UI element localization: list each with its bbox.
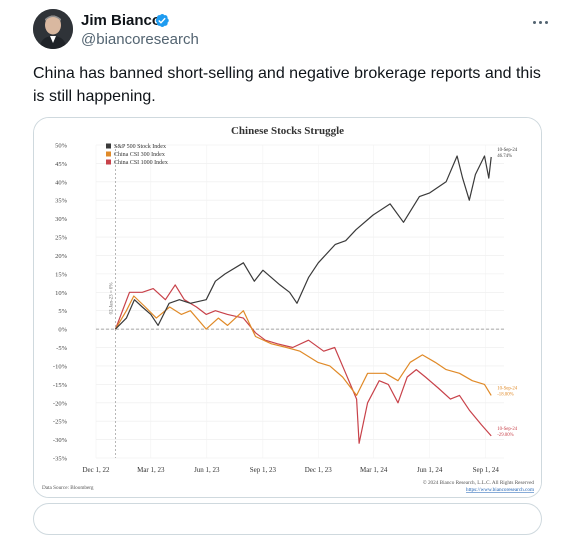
y-tick-label: -15% xyxy=(53,382,68,389)
legend-label: S&P 500 Stock Index xyxy=(114,144,166,150)
avatar[interactable] xyxy=(33,9,73,49)
y-tick-label: 35% xyxy=(55,198,68,205)
end-label-date: 10-Sep-24 xyxy=(497,427,518,432)
legend-label: China CSI 300 Index xyxy=(114,152,165,158)
x-tick-label: Sep 1, 23 xyxy=(250,466,277,474)
x-tick-label: Dec 1, 22 xyxy=(82,466,110,474)
end-label-value: -29.00% xyxy=(497,433,513,438)
data-source-note: Data Source: Bloomberg xyxy=(42,485,94,491)
avatar-image xyxy=(33,9,73,49)
author-handle[interactable]: @biancoresearch xyxy=(81,31,199,48)
y-tick-label: 5% xyxy=(58,308,67,315)
x-tick-label: Sep 1, 24 xyxy=(473,466,500,474)
legend-swatch xyxy=(106,159,111,165)
y-tick-label: 0% xyxy=(58,327,67,334)
chart-series xyxy=(114,155,492,444)
y-axis-labels: 50% 45% 40% 35% 30% 25% 20% 15% 10% 5% 0% -5% -10% -1… xyxy=(53,143,68,463)
baseline-label: 02-Jan-23 = 0% xyxy=(109,282,114,314)
tweet-media-chart[interactable]: Chinese Stocks Struggle 50% 45% 40% 35% 30% 2… xyxy=(33,117,542,498)
more-options-button[interactable] xyxy=(528,12,552,32)
y-tick-label: -5% xyxy=(56,345,67,352)
y-tick-label: -20% xyxy=(53,400,68,407)
chart-background xyxy=(34,118,541,497)
series-line-s-p-500-stock-index xyxy=(115,155,492,330)
more-dot-icon xyxy=(532,20,536,24)
verified-badge-icon xyxy=(155,14,169,27)
y-tick-label: 25% xyxy=(55,235,68,242)
y-tick-label: -35% xyxy=(53,456,68,463)
end-label-date: 10-Sep-24 xyxy=(497,386,518,391)
legend-swatch xyxy=(106,143,111,149)
next-media-card[interactable] xyxy=(33,503,542,535)
more-dot-icon xyxy=(544,20,548,24)
end-label-value: 46.74% xyxy=(497,154,512,159)
copyright-note: © 2024 Bianco Research, L.L.C. All Right… xyxy=(423,479,535,486)
chart-title: Chinese Stocks Struggle xyxy=(231,125,344,137)
x-tick-label: Jun 1, 23 xyxy=(194,466,220,474)
x-axis-labels: Dec 1, 22 Mar 1, 23 Jun 1, 23 Sep 1, 23 Dec … xyxy=(82,466,499,474)
series-line-china-csi-1000-index xyxy=(114,284,492,444)
y-tick-label: 10% xyxy=(55,290,68,297)
legend-swatch xyxy=(106,151,111,157)
y-tick-label: 40% xyxy=(55,179,68,186)
tweet-text: China has banned short-selling and negat… xyxy=(33,65,541,105)
y-tick-label: -30% xyxy=(53,437,68,444)
chart-legend: S&P 500 Stock Index China CSI 300 Index Ch… xyxy=(106,143,168,166)
more-dot-icon xyxy=(538,20,542,24)
x-tick-label: Mar 1, 23 xyxy=(137,466,165,474)
y-tick-label: 30% xyxy=(55,216,68,223)
end-label-value: -18.00% xyxy=(497,392,513,397)
author-name[interactable]: Jim Bianco xyxy=(81,12,162,29)
y-tick-label: 20% xyxy=(55,253,68,260)
end-label-date: 10-Sep-24 xyxy=(497,148,518,153)
end-value-labels: 10-Sep-2446.74%10-Sep-24-18.00%10-Sep-24… xyxy=(497,148,518,438)
website-link[interactable]: https://www.biancoresearch.com xyxy=(466,487,534,493)
y-tick-label: -25% xyxy=(53,419,68,426)
x-tick-label: Dec 1, 23 xyxy=(305,466,333,474)
chart: Chinese Stocks Struggle 50% 45% 40% 35% 30% 2… xyxy=(34,118,541,497)
y-tick-label: 15% xyxy=(55,271,68,278)
x-tick-label: Jun 1, 24 xyxy=(417,466,443,474)
y-tick-label: -10% xyxy=(53,363,68,370)
y-tick-label: 50% xyxy=(55,143,68,150)
legend-label: China CSI 1000 Index xyxy=(114,160,168,166)
y-tick-label: 45% xyxy=(55,161,68,168)
x-tick-label: Mar 1, 24 xyxy=(360,466,388,474)
series-line-china-csi-300-index xyxy=(114,295,492,396)
chart-gridlines xyxy=(95,144,504,459)
